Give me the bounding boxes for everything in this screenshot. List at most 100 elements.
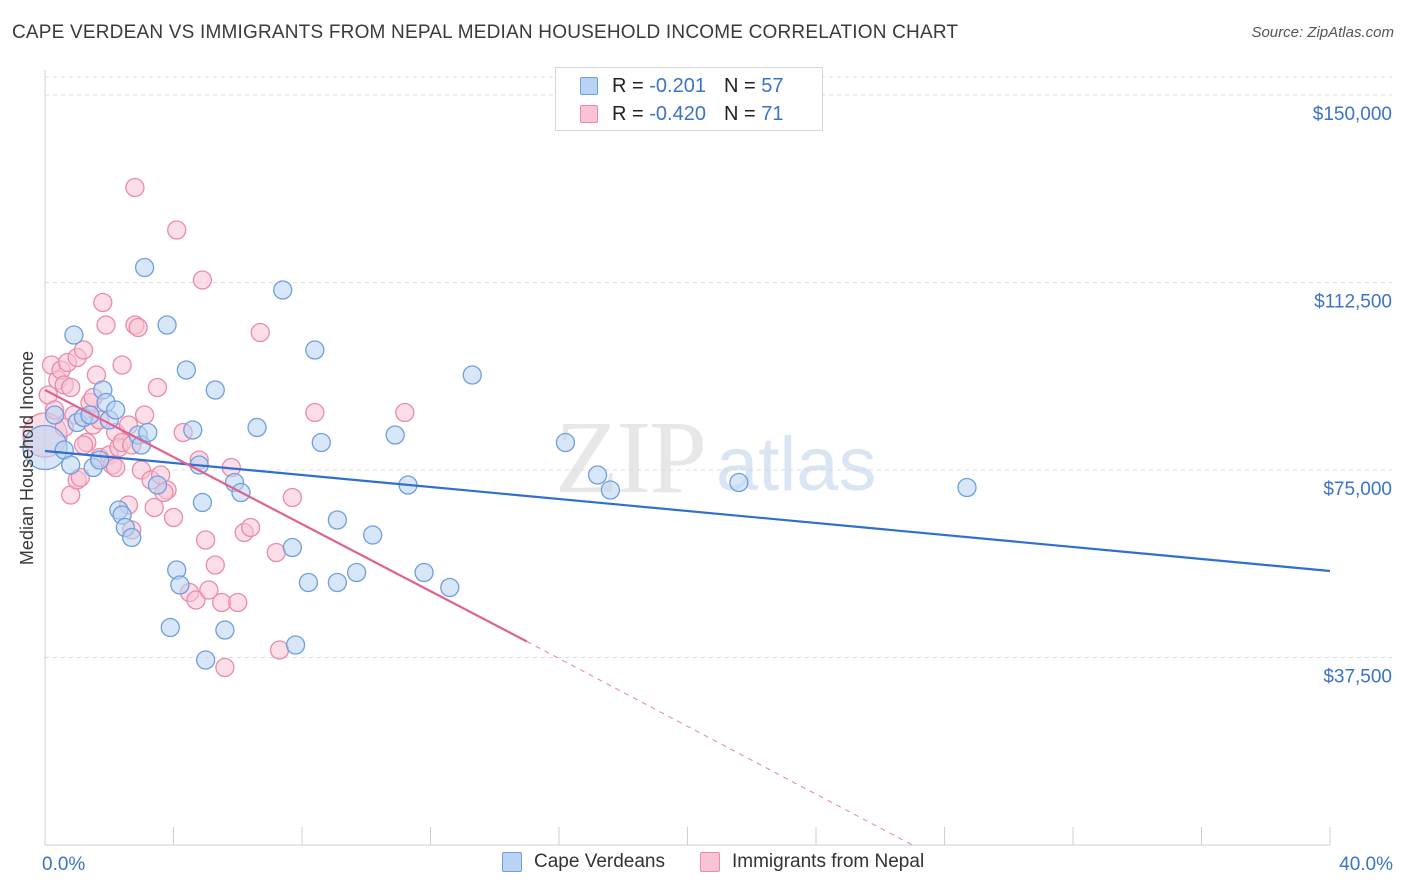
nepal-point — [125, 177, 145, 198]
legend-r-label: R = — [612, 74, 650, 97]
nepal-point — [93, 292, 113, 313]
nepal-point — [215, 657, 235, 678]
nepal-point — [61, 377, 81, 398]
trend-lines — [44, 389, 1331, 846]
cape-verdean-point — [587, 465, 608, 485]
nepal-point — [144, 497, 164, 518]
nepal-point — [134, 405, 155, 425]
x-tick-label: 40.0% — [1339, 854, 1393, 875]
cape-verdean-trend-line — [44, 449, 1331, 573]
nepal-point — [112, 355, 132, 375]
cape-verdean-point — [183, 420, 203, 440]
cape-verdean-point — [298, 572, 319, 593]
legend-item-cape-verdeans[interactable]: Cape Verdeans — [502, 851, 665, 873]
nepal-point — [269, 640, 290, 660]
legend-n-value: 57 — [761, 74, 784, 97]
source-label: Source: ZipAtlas.com — [1251, 24, 1394, 41]
cape-verdean-point — [89, 450, 110, 470]
nepal-point — [228, 592, 248, 613]
nepal-point — [186, 590, 206, 610]
nepal-point — [205, 555, 225, 575]
legend-r-label: R = — [612, 102, 650, 125]
cape-verdean-point — [80, 405, 100, 425]
nepal-trend-line — [44, 389, 528, 643]
nepal-point — [282, 487, 303, 508]
pink-swatch-icon — [700, 852, 720, 872]
cape-verdean-point — [600, 480, 621, 500]
cape-verdean-point — [273, 280, 293, 300]
legend-n-value: 71 — [761, 102, 784, 125]
cape-verdean-point — [247, 417, 267, 438]
nepal-point — [128, 317, 148, 338]
y-tick-label: $37,500 — [1323, 667, 1392, 688]
grid — [45, 76, 1392, 658]
cape-verdean-point — [64, 325, 84, 345]
cape-verdean-point — [555, 432, 576, 453]
nepal-point — [96, 315, 116, 335]
cape-verdean-point — [138, 422, 158, 443]
legend-n-label: N = — [723, 102, 762, 125]
cape-verdean-point — [134, 257, 155, 278]
cape-verdean-point — [346, 562, 367, 583]
nepal-point — [106, 457, 126, 478]
nepal-point — [266, 542, 286, 563]
cape-verdean-point — [157, 315, 177, 335]
cape-verdean-point — [282, 537, 303, 558]
legend-item-label: Immigrants from Nepal — [732, 851, 925, 872]
x-tick-labels: 0.0% 40.0% — [42, 854, 1393, 875]
watermark-zip: ZIP — [555, 400, 705, 515]
cape-verdean-point — [385, 425, 405, 445]
cape-verdean-point — [106, 400, 126, 420]
nepal-point — [250, 322, 270, 343]
nepal-point — [212, 592, 232, 613]
cape-verdean-point — [327, 510, 347, 530]
legend-n-label: N = — [723, 74, 762, 97]
cape-verdean-point — [215, 620, 235, 640]
cape-verdean-point — [147, 475, 168, 495]
nepal-point — [199, 580, 219, 600]
watermark-atlas: atlas — [716, 422, 877, 507]
cape-verdean-point — [285, 635, 306, 655]
nepal-point — [163, 507, 184, 528]
legend-r-value: -0.420 — [649, 102, 706, 125]
nepal-point — [395, 402, 415, 423]
cape-verdean-point — [44, 405, 65, 425]
legend-row-nepal: R = -0.420 N = 71 — [580, 101, 783, 127]
nepal-point — [192, 270, 213, 290]
blue-swatch-icon — [580, 77, 598, 95]
cape-verdean-point — [205, 380, 225, 400]
blue-swatch-icon — [502, 852, 522, 872]
cape-verdean-point — [195, 650, 216, 670]
legend-item-immigrants-nepal[interactable]: Immigrants from Nepal — [700, 851, 924, 873]
y-tick-labels: $37,500 $75,000 $112,500 $150,000 — [1313, 104, 1392, 688]
chart-title: CAPE VERDEAN VS IMMIGRANTS FROM NEPAL ME… — [12, 22, 959, 43]
nepal-trend-extension — [526, 641, 913, 846]
nepal-point — [240, 517, 261, 538]
cape-verdean-point — [327, 572, 347, 593]
nepal-point — [195, 530, 216, 550]
pink-swatch-icon — [580, 105, 598, 123]
cape-verdean-point — [729, 472, 749, 493]
cape-verdean-point — [305, 340, 325, 360]
cape-verdean-point — [122, 527, 142, 548]
cape-verdean-point — [440, 577, 460, 598]
cape-verdean-point — [414, 562, 434, 583]
y-tick-label: $150,000 — [1313, 104, 1392, 125]
cape-verdean-point — [170, 575, 190, 595]
nepal-point — [73, 340, 94, 360]
cape-verdean-point — [462, 365, 482, 385]
nepal-point — [73, 435, 94, 455]
cape-verdean-point — [192, 492, 213, 513]
legend-r-value: -0.201 — [649, 74, 706, 97]
cape-verdean-point — [957, 477, 977, 498]
x-tick-label: 0.0% — [42, 854, 85, 875]
y-tick-label: $75,000 — [1323, 479, 1392, 500]
legend-row-cape-verdean: R = -0.201 N = 57 — [580, 73, 783, 99]
stats-legend: R = -0.201 N = 57 R = -0.420 N = 71 — [555, 67, 823, 131]
y-tick-label: $112,500 — [1314, 292, 1392, 313]
cape-verdean-point — [363, 525, 383, 545]
y-axis-label: Median Household Income — [17, 351, 37, 565]
nepal-point — [167, 220, 187, 240]
cape-verdean-point — [176, 360, 197, 380]
cape-verdean-point — [160, 617, 180, 638]
